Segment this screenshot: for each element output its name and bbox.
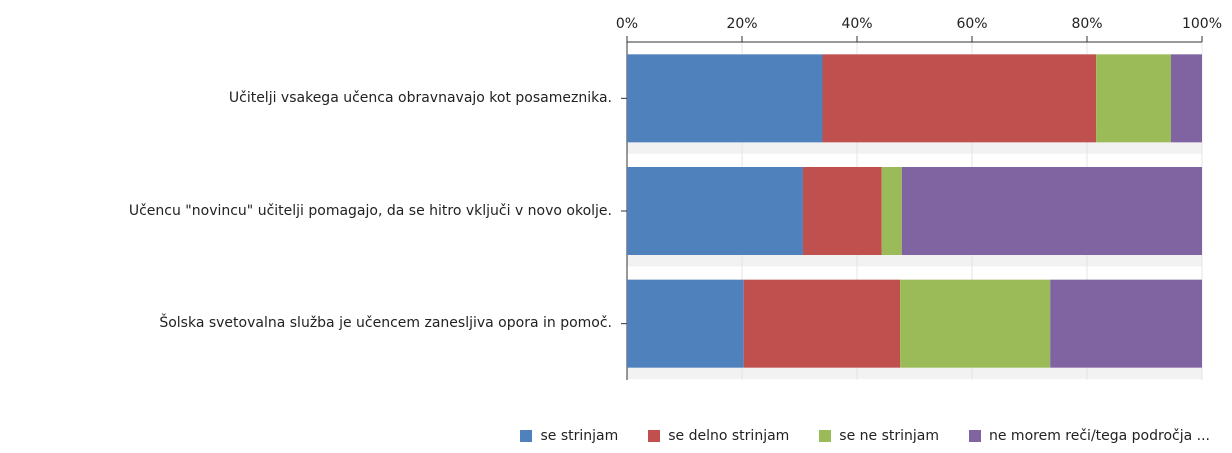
legend-swatch bbox=[969, 430, 981, 442]
x-tick-label: 100% bbox=[1182, 16, 1222, 32]
x-tick-label: 0% bbox=[616, 16, 638, 32]
category-label: Učencu "novincu" učitelji pomagajo, da s… bbox=[128, 202, 612, 219]
legend-label: ne morem reči/tega področja ... bbox=[989, 428, 1210, 444]
category-label: Šolska svetovalna služba je učencem zane… bbox=[159, 315, 612, 332]
category-label: Učitelji vsakega učenca obravnavajo kot … bbox=[228, 89, 612, 106]
legend: se strinjam se delno strinjam se ne strinj… bbox=[520, 428, 1210, 444]
x-tick-label: 80% bbox=[1071, 16, 1102, 32]
legend-label: se strinjam bbox=[540, 428, 619, 444]
bar bbox=[901, 167, 1202, 255]
legend-swatch bbox=[819, 430, 832, 442]
legend-item: ne morem reči/tega področja ... bbox=[969, 428, 1210, 444]
legend-swatch bbox=[648, 430, 661, 442]
bar bbox=[627, 167, 803, 255]
bar bbox=[743, 279, 901, 368]
bar bbox=[1096, 54, 1171, 143]
bar bbox=[900, 279, 1051, 368]
bar bbox=[822, 54, 1097, 143]
legend-label: se delno strinjam bbox=[668, 428, 790, 444]
legend-item: se ne strinjam bbox=[819, 428, 939, 444]
bar bbox=[1050, 279, 1202, 368]
bar bbox=[881, 167, 902, 255]
bar bbox=[627, 279, 744, 368]
legend-item: se strinjam bbox=[520, 428, 618, 444]
bar bbox=[627, 54, 823, 143]
x-tick-label: 20% bbox=[726, 16, 757, 32]
legend-swatch bbox=[520, 430, 533, 442]
x-tick-label: 60% bbox=[956, 16, 987, 32]
x-tick-label: 40% bbox=[841, 16, 872, 32]
bar bbox=[1170, 54, 1202, 143]
legend-item: se delno strinjam bbox=[648, 428, 789, 444]
legend-label: se ne strinjam bbox=[839, 428, 939, 444]
bar bbox=[802, 167, 882, 255]
